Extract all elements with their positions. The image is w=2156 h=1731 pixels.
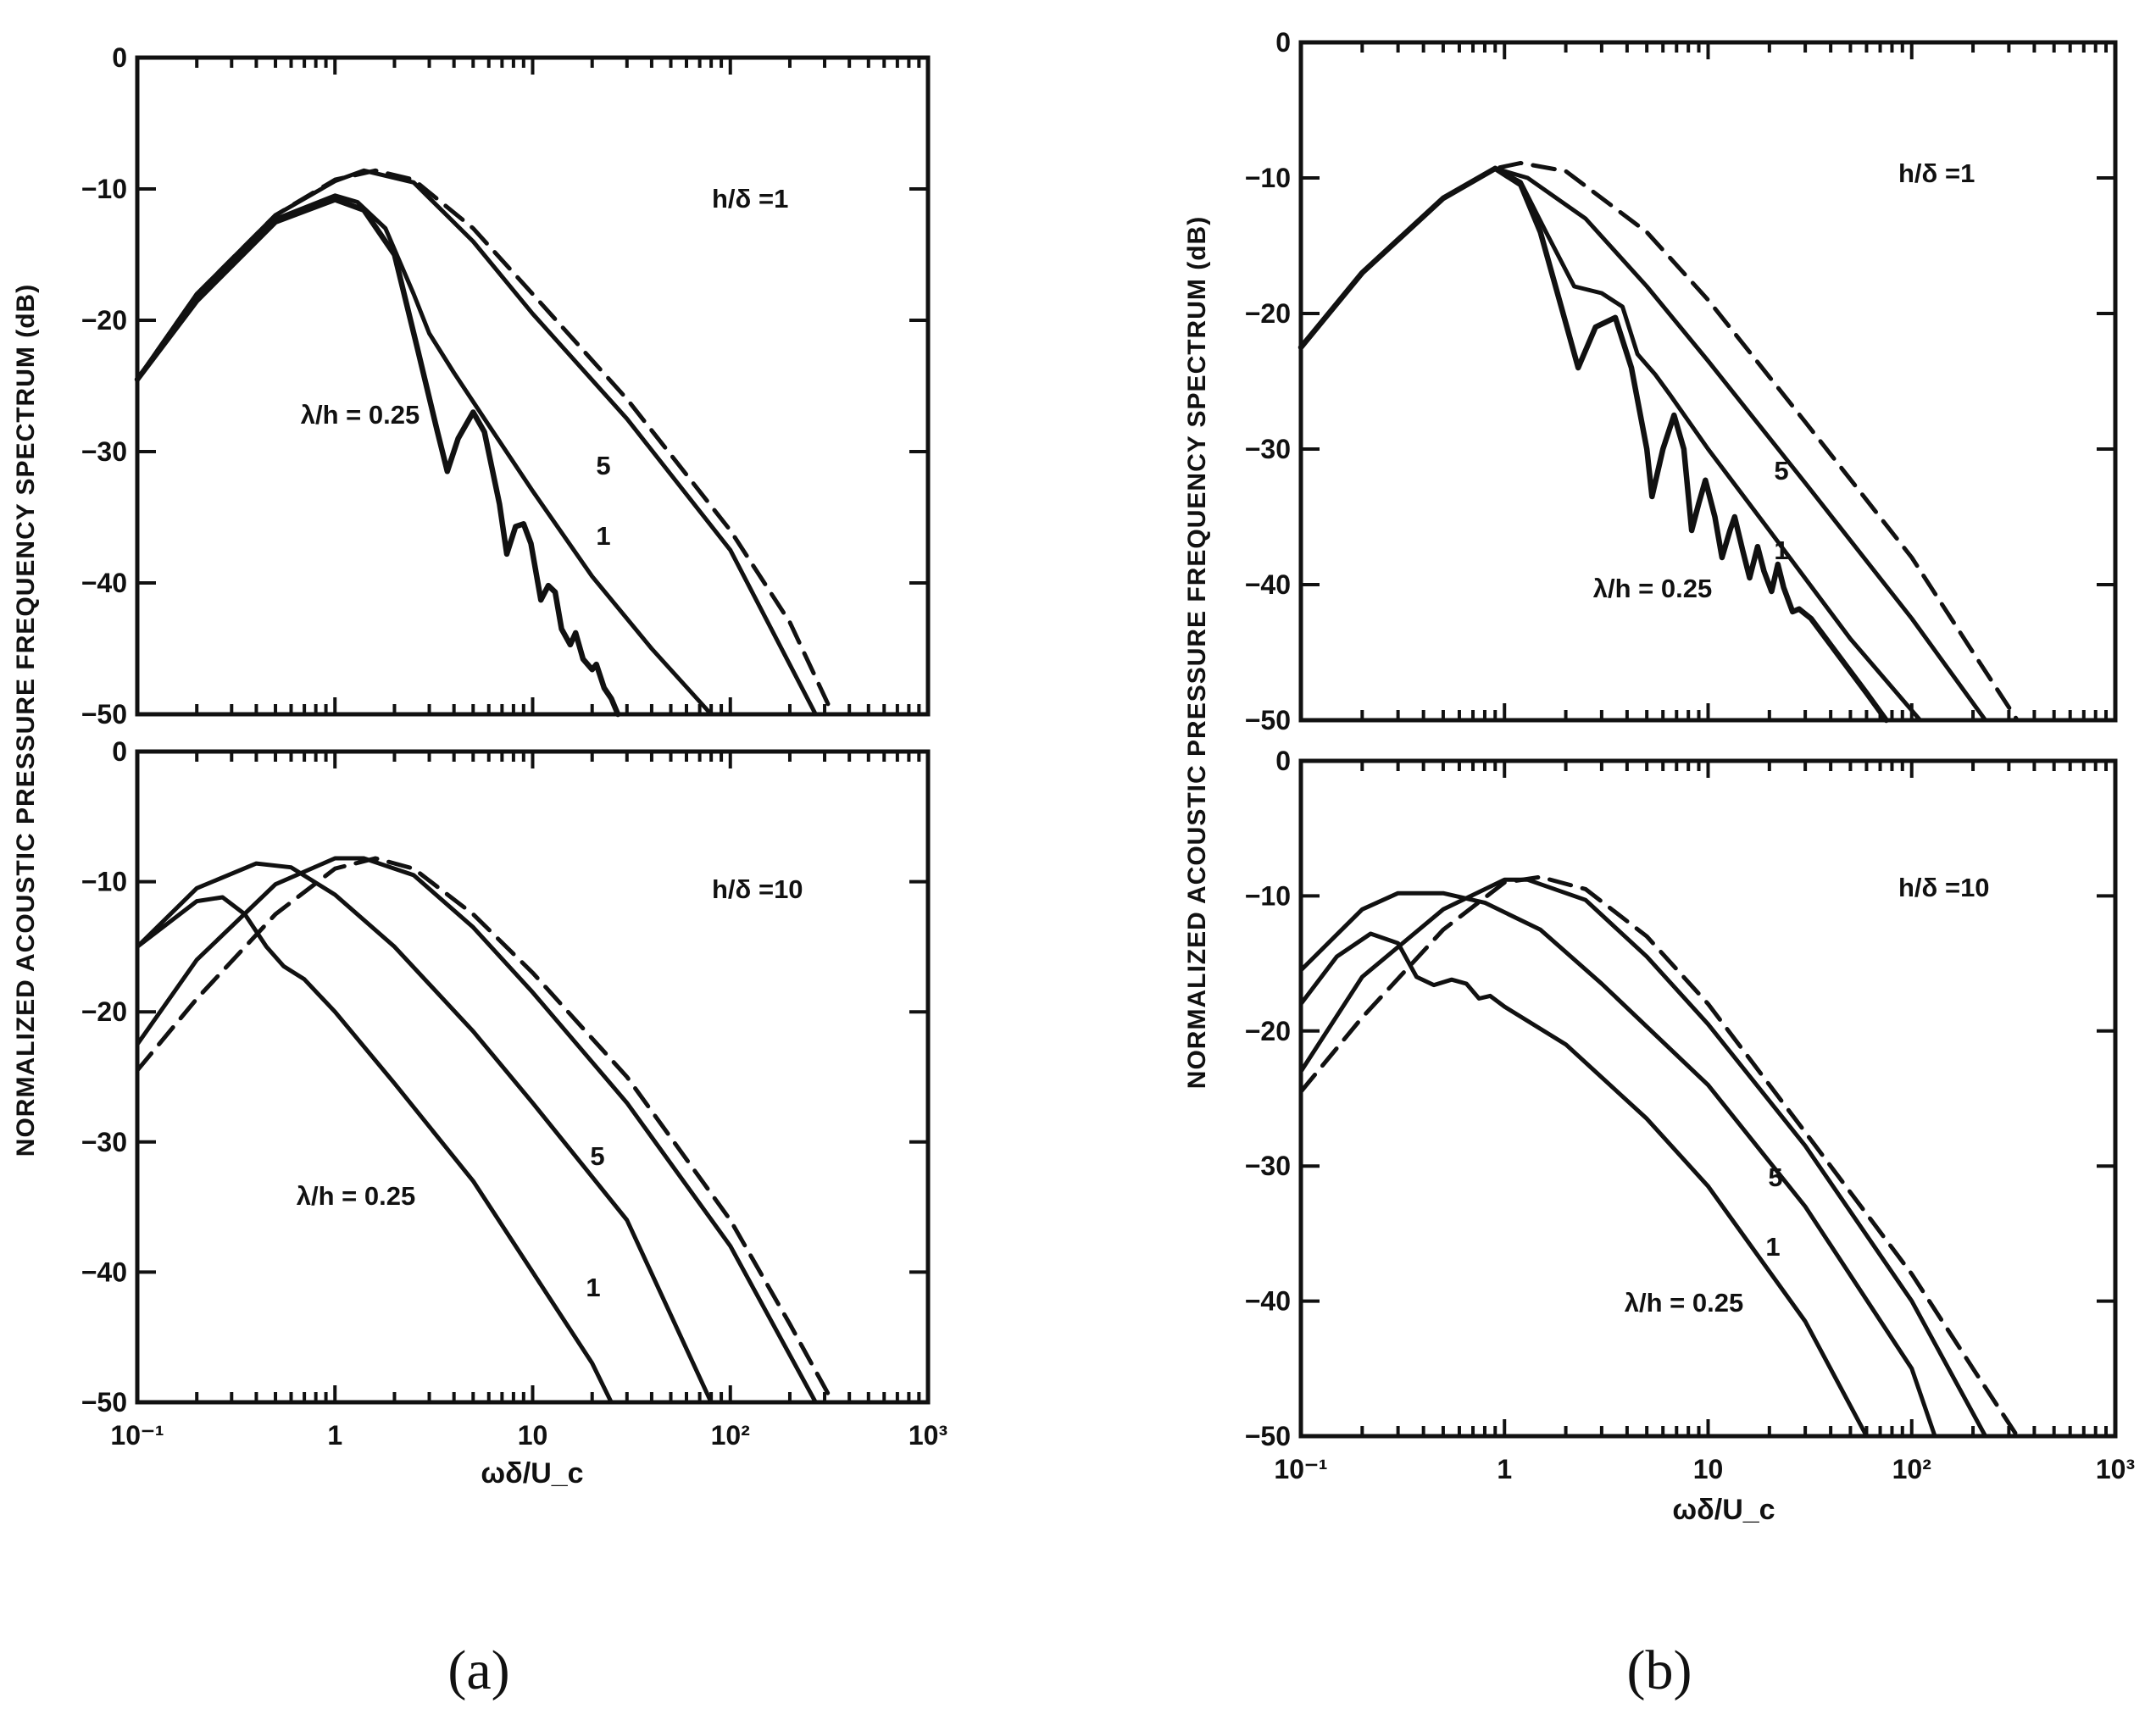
y-tick-label: −10 [1245,880,1291,911]
panel-annotation: h/δ =1 [712,184,788,214]
y-tick-label: −30 [1245,434,1291,464]
plot-frame [1298,40,2118,723]
y-tick-label: −20 [1245,298,1291,329]
series-line-dashed [135,168,836,717]
y-tick-label: −40 [81,568,127,598]
y-axis-label-a: NORMALIZED ACOUSTIC PRESSURE FREQUENCY S… [12,284,40,1157]
y-tick-label: −20 [1245,1016,1291,1046]
series-line-0-25 [1297,165,1889,724]
series-line-dashed [1298,160,2020,723]
y-tick-label: −30 [81,1127,127,1157]
caption-b: (b) [1627,1639,1692,1701]
y-tick-label: −30 [1245,1151,1291,1181]
series-label-0-25: λ/h = 0.25 [1625,1288,1743,1318]
y-tick-label: 0 [1275,27,1291,58]
series-label-1: 1 [586,1273,600,1302]
x-tick-label: 10² [1892,1454,1931,1484]
panel-annotation: h/δ =10 [1898,873,1990,902]
series-label-5: 5 [596,451,610,480]
panel-b: 0 −10 −20 −30 −40 −50 h/δ =1 5 1 λ/h = 0.25 0 −10 −2… [1245,27,2135,1526]
series-label-0-25: λ/h = 0.25 [1593,574,1712,603]
y-tick-label: 0 [1275,746,1291,776]
x-tick-label: 10 [518,1420,548,1451]
y-tick-label: −30 [81,436,127,467]
x-tick-label: 1 [1497,1454,1512,1484]
y-tick-label: −20 [81,305,127,336]
series-line-1 [135,861,714,1405]
chart-a-top: 0 −10 −20 −30 −40 −50 h/δ =1 5 1 λ/h = 0.25 [81,42,931,730]
caption-a: (a) [447,1639,509,1701]
panel-annotation: h/δ =1 [1898,158,1975,188]
chart-b-top: 0 −10 −20 −30 −40 −50 h/δ =1 5 1 λ/h = 0.25 [1245,27,2118,735]
y-tick-label: −40 [81,1257,127,1287]
series-line-0-25 [135,895,614,1405]
series-label-5: 5 [590,1141,604,1171]
y-tick-label: 0 [112,736,127,767]
y-tick-label: −50 [1245,705,1291,735]
x-tick-label: 1 [327,1420,342,1451]
plot-frame [1298,758,2118,1439]
series-line-dashed [1298,874,2020,1439]
series-label-5: 5 [1768,1162,1782,1192]
y-tick-label: −10 [81,174,127,204]
x-tick-label: 10³ [2096,1454,2135,1484]
y-tick-label: −40 [1245,1286,1291,1317]
series-label-1: 1 [1774,535,1788,565]
plot-frame [135,749,931,1405]
series-label-1: 1 [1765,1232,1780,1262]
y-tick-label: −50 [1245,1421,1291,1451]
x-tick-label: 10⁻¹ [110,1420,164,1451]
series-line-0-25 [134,197,621,718]
plot-frame [135,55,931,717]
series-line-1 [1298,890,1937,1439]
panel-annotation: h/δ =10 [712,874,803,904]
y-tick-label: −40 [1245,569,1291,600]
y-tick-label: −50 [81,699,127,730]
series-label-5: 5 [1774,456,1788,485]
y-tick-label: 0 [112,42,127,73]
y-tick-label: −10 [1245,163,1291,193]
series-label-1: 1 [596,521,610,551]
x-tick-label: 10 [1693,1454,1724,1484]
x-tick-label: 10² [711,1420,750,1451]
y-tick-label: −50 [81,1387,127,1418]
series-line-0-25 [1298,931,1869,1439]
series-label-0-25: λ/h = 0.25 [301,400,420,430]
series-line-5 [1298,877,1988,1439]
series-line-dashed [135,856,836,1405]
panel-a: 0 −10 −20 −30 −40 −50 h/δ =1 5 1 λ/h = 0.25 0 −10 −2… [81,42,947,1490]
x-axis-label: ωδ/U_c [1672,1494,1775,1526]
x-tick-label: 10⁻¹ [1274,1454,1327,1484]
series-label-0-25: λ/h = 0.25 [297,1181,415,1211]
x-axis-label: ωδ/U_c [481,1457,583,1490]
y-tick-label: −10 [81,867,127,897]
x-tick-label: 10³ [909,1420,947,1451]
y-axis-label-b: NORMALIZED ACOUSTIC PRESSURE FREQUENCY S… [1183,216,1211,1089]
series-line-5 [135,856,818,1405]
y-tick-label: −20 [81,996,127,1027]
